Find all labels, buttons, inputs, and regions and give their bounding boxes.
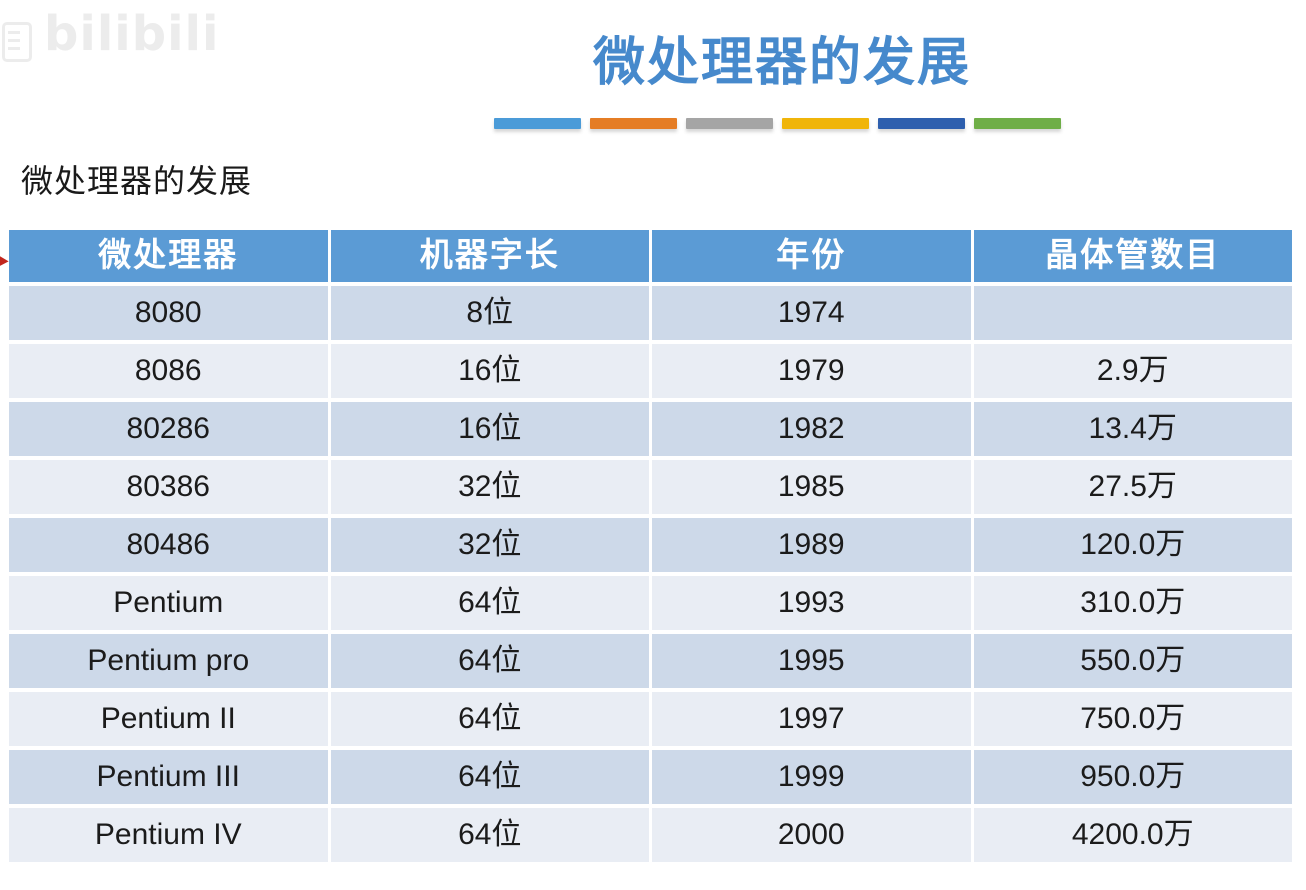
table-cell: 750.0万 [973, 692, 1292, 746]
processor-table: 微处理器 机器字长 年份 晶体管数目 8080 8位 1974 8086 16位 1979 2.9万… [9, 230, 1292, 862]
table-cell: 64位 [330, 808, 649, 862]
table-cell: 64位 [330, 576, 649, 630]
bilibili-tv-icon [2, 22, 32, 62]
table-cell: 1989 [652, 518, 971, 572]
table-cell: 1982 [652, 402, 971, 456]
table-cell: 2.9万 [973, 344, 1292, 398]
slide-subtitle: 微处理器的发展 [21, 163, 253, 199]
table-cell: 27.5万 [973, 460, 1292, 514]
accent-bar [590, 118, 677, 129]
accent-bar [494, 118, 581, 129]
table-cell: 310.0万 [973, 576, 1292, 630]
table-cell: 16位 [330, 344, 649, 398]
table-cell: Pentium II [9, 692, 328, 746]
table-cell: Pentium IV [9, 808, 328, 862]
table-cell: 1993 [652, 576, 971, 630]
table-cell [973, 286, 1292, 340]
table-cell: 2000 [652, 808, 971, 862]
table-cell: 13.4万 [973, 402, 1292, 456]
table-cell: 950.0万 [973, 750, 1292, 804]
table-cell: 80386 [9, 460, 328, 514]
accent-bar [878, 118, 965, 129]
table-cell: 64位 [330, 634, 649, 688]
table-cell: 550.0万 [973, 634, 1292, 688]
table-cell: 1979 [652, 344, 971, 398]
table-cell: 1997 [652, 692, 971, 746]
table-cell: 8位 [330, 286, 649, 340]
accent-bars [494, 118, 1061, 129]
table-cell: 8080 [9, 286, 328, 340]
header-cell: 微处理器 [9, 230, 328, 282]
header-cell: 机器字长 [330, 230, 649, 282]
header-cell: 晶体管数目 [973, 230, 1292, 282]
table-cell: 32位 [330, 518, 649, 572]
table-cell: 64位 [330, 692, 649, 746]
table-cell: 80286 [9, 402, 328, 456]
header-cell: 年份 [652, 230, 971, 282]
table-cell: 1985 [652, 460, 971, 514]
accent-bar [974, 118, 1061, 129]
accent-bar [686, 118, 773, 129]
table-cell: Pentium III [9, 750, 328, 804]
table-cell: 32位 [330, 460, 649, 514]
table-cell: 80486 [9, 518, 328, 572]
table-cell: 16位 [330, 402, 649, 456]
accent-bar [782, 118, 869, 129]
table-cell: Pentium pro [9, 634, 328, 688]
table-cell: 1974 [652, 286, 971, 340]
table-cell: 1995 [652, 634, 971, 688]
slide-title: 微处理器的发展 [592, 35, 972, 92]
table-cell: Pentium [9, 576, 328, 630]
table-cell: 120.0万 [973, 518, 1292, 572]
table-cell: 8086 [9, 344, 328, 398]
table-cell: 64位 [330, 750, 649, 804]
table-cell: 1999 [652, 750, 971, 804]
bilibili-watermark: bilibili [2, 6, 219, 62]
table-cell: 4200.0万 [973, 808, 1292, 862]
bilibili-logo-text: bilibili [44, 6, 220, 62]
